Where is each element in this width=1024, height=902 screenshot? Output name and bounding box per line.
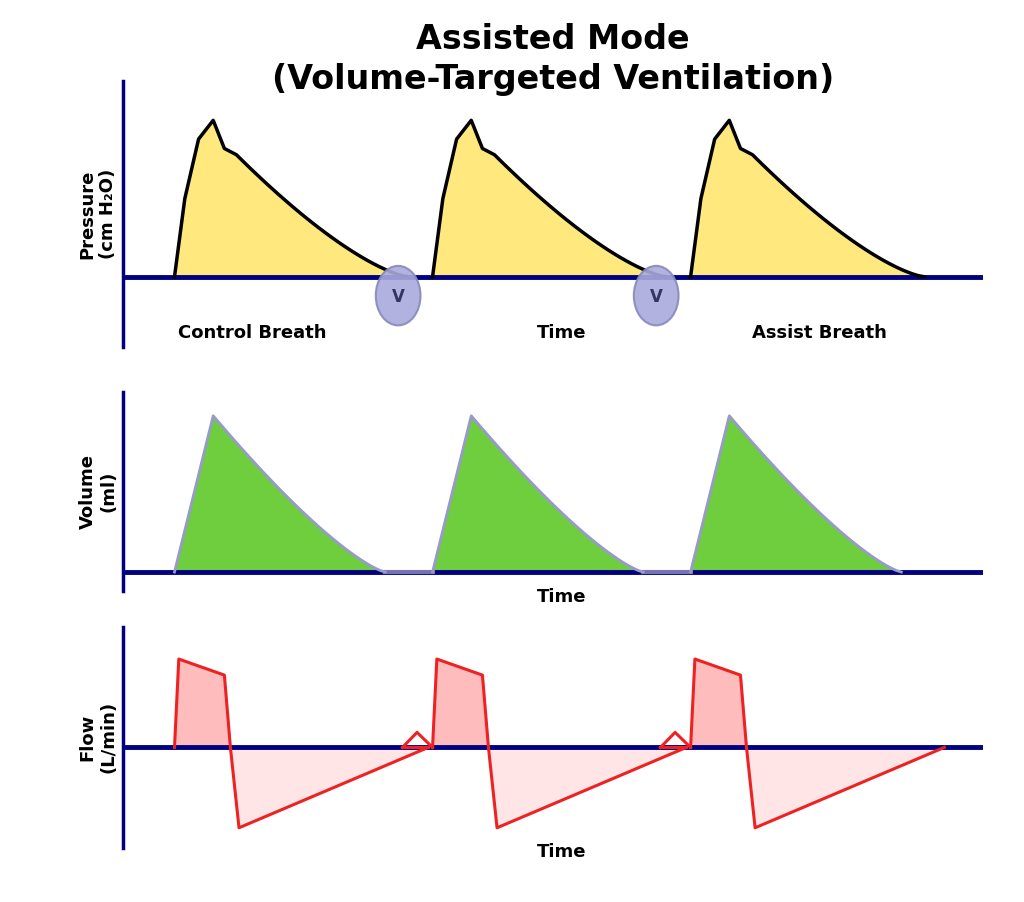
Y-axis label: Flow
(L/min): Flow (L/min) (79, 702, 118, 773)
Text: Time: Time (537, 588, 587, 605)
Text: Assist Breath: Assist Breath (753, 324, 887, 342)
Text: Assisted Mode: Assisted Mode (416, 23, 690, 56)
Ellipse shape (634, 266, 679, 326)
Text: Time: Time (537, 842, 587, 861)
Ellipse shape (376, 266, 421, 326)
Text: V: V (392, 288, 404, 306)
Y-axis label: Volume
(ml): Volume (ml) (79, 454, 118, 529)
Text: Time: Time (537, 324, 587, 342)
Text: V: V (650, 288, 663, 306)
Y-axis label: Pressure
(cm H₂O): Pressure (cm H₂O) (79, 169, 118, 260)
Text: Control Breath: Control Breath (177, 324, 327, 342)
Text: (Volume-Targeted Ventilation): (Volume-Targeted Ventilation) (271, 63, 835, 97)
